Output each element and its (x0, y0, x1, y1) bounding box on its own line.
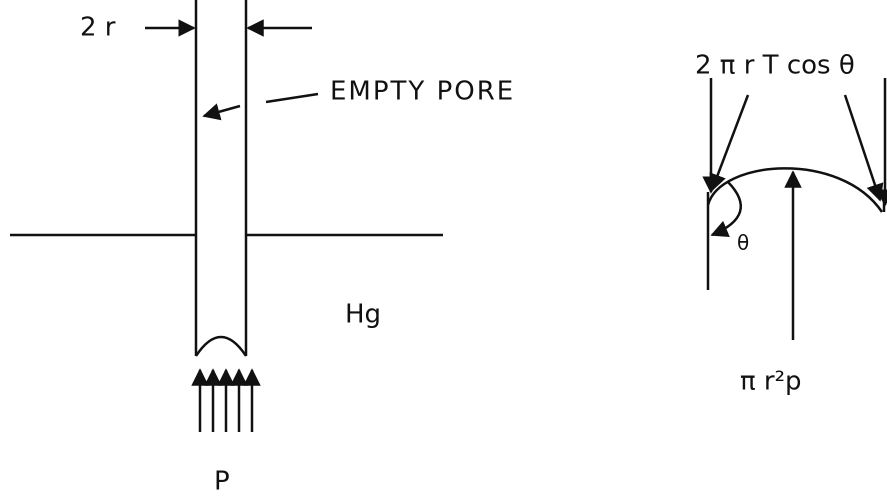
pressure-force-label: π r²p (740, 367, 802, 397)
tension-arrow (843, 94, 884, 202)
force-figure: 2 π r T cos θ θ π r²p (695, 51, 887, 397)
pore-label: EMPTY PORE (330, 77, 515, 107)
pore-figure: 2 r EMPTY PORE Hg P (10, 0, 515, 497)
pressure-label: P (214, 467, 230, 497)
meniscus (194, 335, 248, 357)
tension-arrow (709, 94, 750, 192)
liquid-label: Hg (345, 300, 381, 330)
angle-label: θ (737, 231, 749, 255)
leader-arrow (202, 103, 241, 121)
force-label: 2 π r T cos θ (695, 51, 855, 81)
leader-line (265, 92, 319, 104)
radius-label: 2 r (80, 13, 116, 43)
angle-arc (710, 181, 743, 238)
